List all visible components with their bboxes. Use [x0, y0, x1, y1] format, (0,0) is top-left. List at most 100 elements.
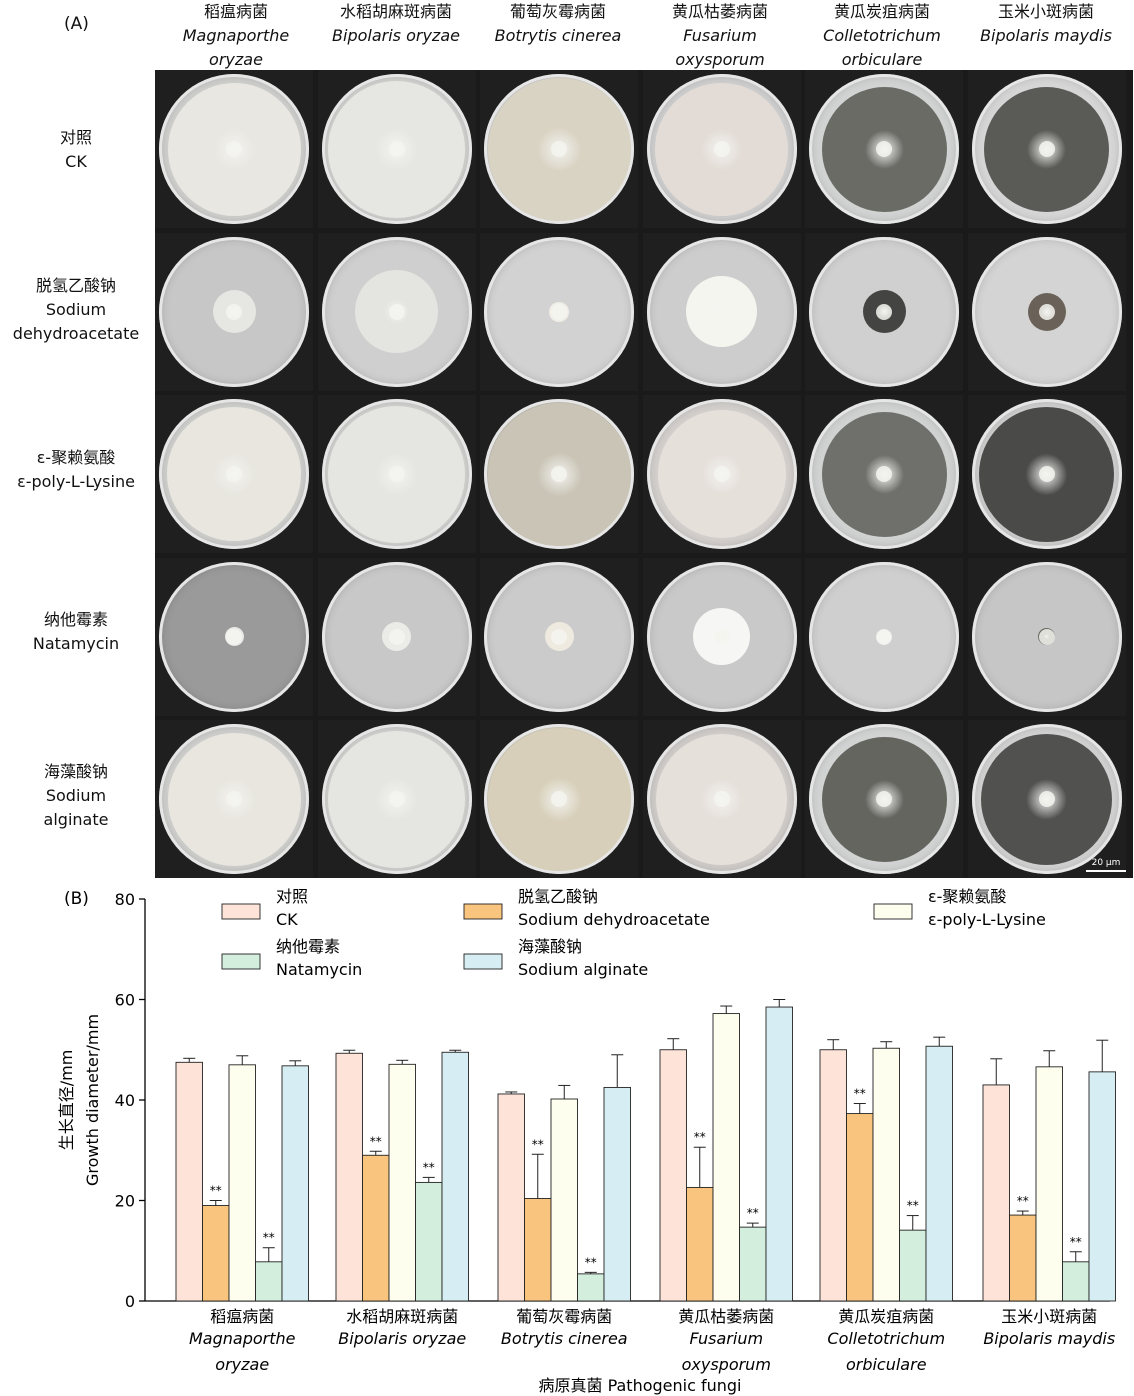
y-axis-label-cn: 生长直径/mm: [57, 1050, 76, 1151]
bar: [362, 1154, 390, 1302]
x-tick-label-latin: Magnaporthe: [189, 1329, 296, 1348]
legend-label-cn: 脱氢乙酸钠: [518, 887, 598, 906]
bar: [899, 1229, 927, 1302]
plate-cell: [480, 232, 638, 391]
plate-cell: [317, 232, 476, 391]
inoculum-plug: [876, 141, 892, 157]
row-header-line: 对照: [59, 128, 92, 147]
row-header-line: Natamycin: [32, 634, 120, 653]
x-tick-label: 稻瘟病菌: [210, 1307, 274, 1326]
row-header-line: 海藻酸钠: [43, 762, 108, 781]
plate-cell: [805, 70, 963, 228]
plate-cell: [155, 232, 313, 391]
legend-swatch: [463, 953, 503, 970]
inoculum-plug: [713, 303, 730, 320]
row-header-0: 对照 CK: [0, 126, 152, 174]
inoculum-plug: [226, 791, 242, 807]
row-header-line: Sodium: [45, 300, 107, 319]
legend-swatch: [873, 903, 913, 920]
legend-label-cn: 海藻酸钠: [518, 937, 582, 956]
plate-cell: [480, 720, 638, 878]
column-header-latin2: oxysporum: [675, 50, 765, 69]
plate-cell: [967, 70, 1126, 228]
bar: [175, 1061, 203, 1302]
row-header-line: 纳他霉素: [43, 610, 108, 629]
petri-dish-grid: [155, 70, 1133, 878]
bar: [712, 1013, 740, 1302]
plate-cell: [967, 232, 1126, 391]
inoculum-plug: [713, 628, 730, 645]
row-header-line: ε-聚赖氨酸: [36, 448, 116, 467]
y-axis-label-en: Growth diameter/mm: [83, 1014, 102, 1186]
bar: [497, 1093, 525, 1302]
x-tick-label-latin: Bipolaris oryzae: [338, 1329, 466, 1348]
inoculum-plug: [876, 791, 892, 807]
inoculum-plug: [551, 141, 567, 157]
bar: [846, 1113, 874, 1302]
x-tick-label: 黄瓜炭疽病菌: [838, 1307, 934, 1326]
legend-label-en: ε-poly-L-Lysine: [928, 910, 1046, 929]
y-tick-label: 80: [115, 890, 135, 909]
bar: [765, 1006, 793, 1302]
row-header-line: CK: [65, 152, 87, 171]
legend-swatch: [463, 903, 503, 920]
scale-bar: 20 μm: [1086, 858, 1126, 872]
inoculum-plug: [1038, 791, 1055, 807]
row-header-1: 脱氢乙酸钠 Sodium dehydroacetate: [0, 274, 152, 346]
bar: [255, 1261, 283, 1302]
inoculum-plug: [388, 303, 405, 320]
bar: [550, 1098, 578, 1302]
bar: [1062, 1261, 1090, 1302]
column-header-3: 黄瓜枯萎病菌 Fusarium oxysporum: [640, 0, 800, 72]
column-header-cn: 水稻胡麻斑病菌: [339, 2, 452, 21]
inoculum-plug: [226, 466, 242, 482]
inoculum-plug: [1038, 141, 1055, 157]
column-header-latin2: oryzae: [209, 50, 263, 69]
plate-cell: [317, 720, 476, 878]
inoculum-plug: [551, 628, 567, 645]
significance-mark: **: [854, 1087, 866, 1101]
inoculum-plug: [551, 466, 567, 482]
growth-diameter-chart: (B) 0 20 40 60 80 生长直径/mm Growth diameter/mm ** *…: [57, 887, 1116, 1395]
bar: [577, 1273, 605, 1302]
y-tick-label: 40: [115, 1091, 135, 1110]
column-header-cn: 黄瓜炭疽病菌: [833, 2, 930, 21]
inoculum-plug: [876, 466, 892, 482]
bar: [524, 1198, 552, 1302]
column-header-cn: 黄瓜枯萎病菌: [671, 2, 768, 21]
x-tick-label-latin: orbiculare: [846, 1355, 927, 1374]
column-header-5: 玉米小斑病菌 Bipolaris maydis: [966, 0, 1126, 48]
row-header-line: ε-poly-L-Lysine: [17, 472, 135, 491]
plate-cell: [805, 557, 963, 716]
inoculum-plug: [1038, 628, 1055, 645]
x-tick-label-latin: oxysporum: [682, 1355, 771, 1374]
significance-mark: **: [1017, 1194, 1029, 1208]
bar: [1035, 1066, 1063, 1302]
column-header-latin1: Colletotrichum: [823, 26, 941, 45]
inoculum-plug: [226, 303, 242, 320]
y-tick-label: 60: [115, 991, 135, 1010]
bar: [388, 1063, 416, 1302]
bar: [686, 1186, 714, 1302]
bar: [925, 1045, 953, 1302]
x-tick-label-latin: Bipolaris maydis: [983, 1329, 1115, 1348]
bar: [202, 1205, 230, 1302]
plate-cell: [642, 557, 801, 716]
plate-cell: [317, 70, 476, 228]
inoculum-plug: [713, 141, 730, 157]
column-header-4: 黄瓜炭疽病菌 Colletotrichum orbiculare: [802, 0, 962, 72]
row-header-line: alginate: [43, 810, 109, 829]
x-tick-label: 水稻胡麻斑病菌: [346, 1307, 458, 1326]
legend-label-en: Sodium alginate: [518, 960, 648, 979]
column-header-0: 稻瘟病菌 Magnaporthe oryzae: [156, 0, 316, 72]
significance-mark: **: [532, 1137, 544, 1151]
significance-mark: **: [263, 1231, 275, 1245]
inoculum-plug: [226, 141, 242, 157]
inoculum-plug: [388, 791, 405, 807]
inoculum-plug: [551, 791, 567, 807]
inoculum-plug: [713, 466, 730, 482]
significance-mark: **: [423, 1160, 435, 1174]
x-tick-label: 葡萄灰霉病菌: [516, 1307, 612, 1326]
column-header-1: 水稻胡麻斑病菌 Bipolaris oryzae: [316, 0, 476, 48]
plate-cell: [642, 232, 801, 391]
